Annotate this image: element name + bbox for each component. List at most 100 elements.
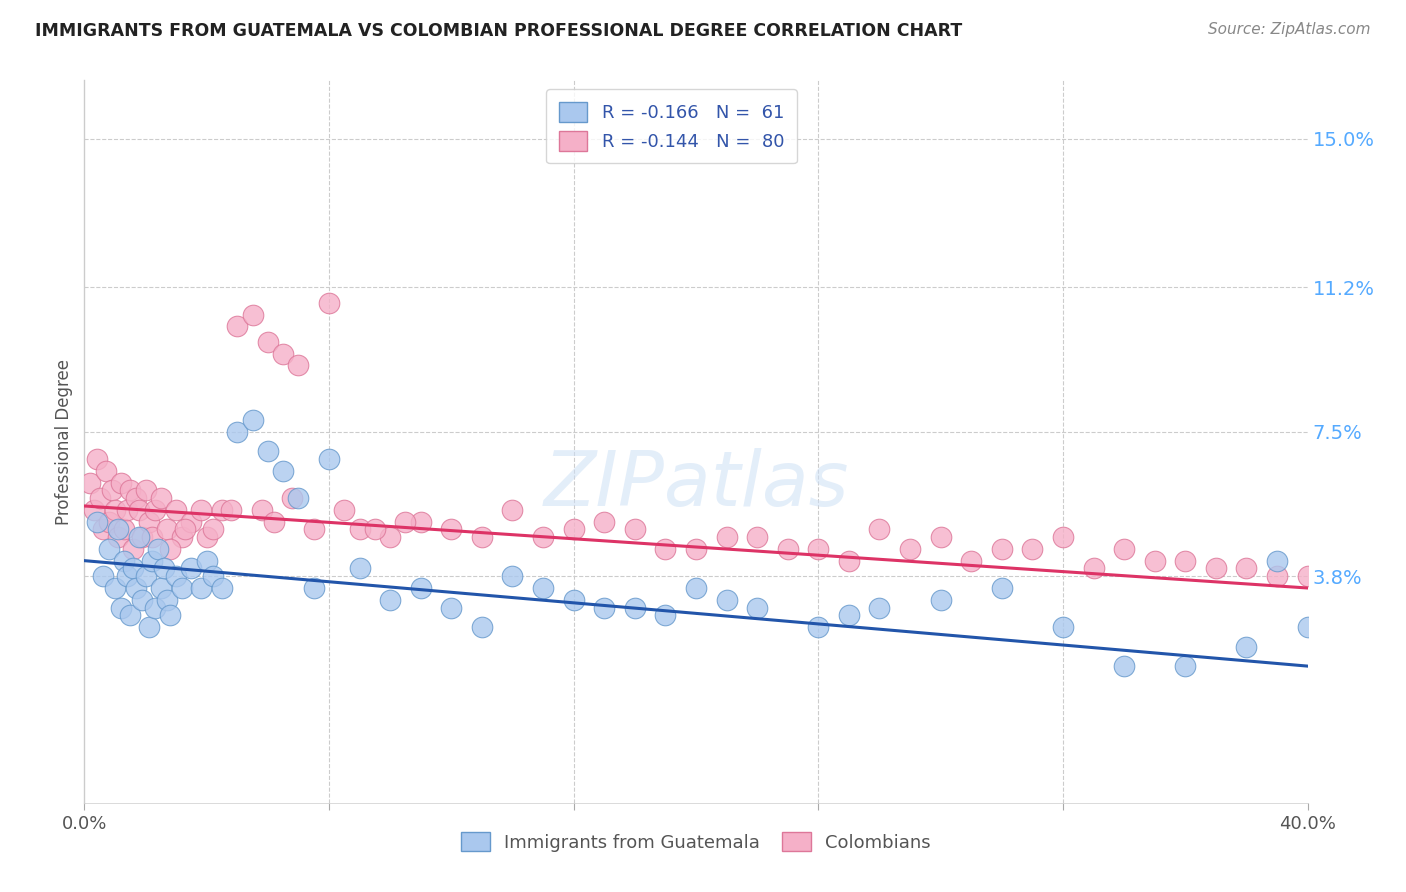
Point — [807, 620, 830, 634]
Point — [531, 581, 554, 595]
Point — [115, 503, 138, 517]
Point — [125, 491, 148, 505]
Point — [271, 464, 294, 478]
Point — [302, 581, 325, 595]
Point — [562, 523, 585, 537]
Point — [242, 308, 264, 322]
Point — [380, 530, 402, 544]
Point — [101, 483, 124, 498]
Point — [654, 608, 676, 623]
Point — [263, 515, 285, 529]
Point — [97, 515, 120, 529]
Point — [128, 530, 150, 544]
Point — [287, 359, 309, 373]
Point — [156, 592, 179, 607]
Point — [471, 530, 494, 544]
Point — [131, 592, 153, 607]
Point — [281, 491, 304, 505]
Point — [807, 541, 830, 556]
Point — [172, 581, 194, 595]
Point — [211, 581, 233, 595]
Point — [165, 503, 187, 517]
Point — [141, 554, 163, 568]
Point — [107, 523, 129, 537]
Point — [624, 600, 647, 615]
Point — [960, 554, 983, 568]
Point — [898, 541, 921, 556]
Point — [91, 523, 114, 537]
Point — [1296, 620, 1319, 634]
Point — [211, 503, 233, 517]
Point — [318, 452, 340, 467]
Point — [1114, 541, 1136, 556]
Point — [302, 523, 325, 537]
Point — [349, 523, 371, 537]
Point — [242, 413, 264, 427]
Point — [929, 530, 952, 544]
Point — [364, 523, 387, 537]
Point — [1174, 554, 1197, 568]
Point — [271, 346, 294, 360]
Point — [654, 541, 676, 556]
Point — [128, 503, 150, 517]
Point — [143, 600, 166, 615]
Point — [153, 561, 176, 575]
Point — [104, 581, 127, 595]
Point — [318, 296, 340, 310]
Point — [1236, 640, 1258, 654]
Point — [174, 523, 197, 537]
Point — [112, 554, 135, 568]
Point — [107, 530, 129, 544]
Point — [83, 503, 105, 517]
Point — [349, 561, 371, 575]
Point — [531, 530, 554, 544]
Point — [838, 554, 860, 568]
Point — [380, 592, 402, 607]
Point — [135, 569, 157, 583]
Point — [991, 581, 1014, 595]
Point — [1052, 530, 1074, 544]
Point — [86, 515, 108, 529]
Point — [149, 581, 172, 595]
Point — [226, 425, 249, 439]
Point — [838, 608, 860, 623]
Point — [143, 503, 166, 517]
Point — [190, 581, 212, 595]
Text: IMMIGRANTS FROM GUATEMALA VS COLOMBIAN PROFESSIONAL DEGREE CORRELATION CHART: IMMIGRANTS FROM GUATEMALA VS COLOMBIAN P… — [35, 22, 962, 40]
Point — [226, 319, 249, 334]
Point — [131, 530, 153, 544]
Point — [685, 541, 707, 556]
Point — [141, 530, 163, 544]
Point — [1174, 659, 1197, 673]
Point — [159, 541, 181, 556]
Point — [125, 581, 148, 595]
Point — [1265, 569, 1288, 583]
Point — [1143, 554, 1166, 568]
Point — [190, 503, 212, 517]
Point — [562, 592, 585, 607]
Text: Source: ZipAtlas.com: Source: ZipAtlas.com — [1208, 22, 1371, 37]
Point — [195, 554, 218, 568]
Point — [716, 530, 738, 544]
Point — [138, 515, 160, 529]
Point — [195, 530, 218, 544]
Point — [115, 569, 138, 583]
Point — [156, 523, 179, 537]
Point — [593, 515, 616, 529]
Point — [287, 491, 309, 505]
Point — [929, 592, 952, 607]
Point — [1114, 659, 1136, 673]
Point — [257, 444, 280, 458]
Point — [250, 503, 273, 517]
Point — [138, 620, 160, 634]
Point — [89, 491, 111, 505]
Y-axis label: Professional Degree: Professional Degree — [55, 359, 73, 524]
Point — [86, 452, 108, 467]
Point — [112, 523, 135, 537]
Point — [440, 600, 463, 615]
Point — [776, 541, 799, 556]
Point — [502, 503, 524, 517]
Point — [716, 592, 738, 607]
Point — [409, 581, 432, 595]
Point — [172, 530, 194, 544]
